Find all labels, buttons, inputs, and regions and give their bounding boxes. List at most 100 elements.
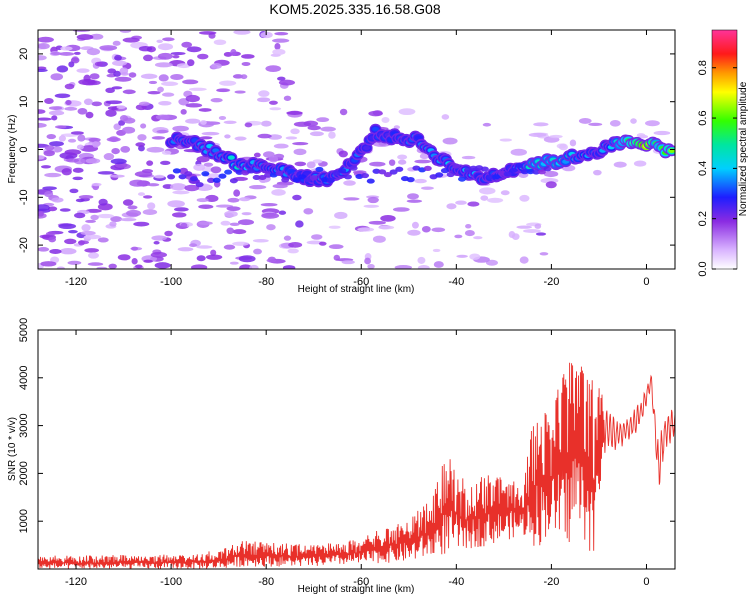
- spectrogram-cell: [90, 214, 99, 221]
- spectrogram-cell: [142, 209, 158, 215]
- y-tick-label: 2000: [18, 461, 30, 485]
- spectrogram-cell: [138, 101, 150, 106]
- spectrogram-cell: [292, 142, 309, 146]
- spectrogram-cell: [519, 194, 530, 202]
- spectrogram-cell: [198, 204, 214, 209]
- spectrogram-cell: [193, 163, 206, 171]
- spectrogram-cell: [266, 258, 277, 263]
- spectrogram-cell: [368, 110, 383, 117]
- y-tick-label: -20: [18, 237, 30, 253]
- spectrogram-cell: [397, 154, 408, 160]
- spectrogram-cell: [151, 136, 166, 140]
- spectrogram-cell: [38, 117, 52, 121]
- spectrogram-cell: [44, 97, 54, 104]
- spectrogram-cell: [306, 161, 316, 169]
- spectrogram-x-ticks: -120 -100 -80 -60 -40 -20 0: [65, 30, 650, 288]
- spectrogram-cell: [137, 192, 145, 196]
- spectrogram-cell: [285, 136, 298, 140]
- spectrogram-cell: [653, 130, 671, 136]
- spectrogram-y-ticks: -20 -10 0 10 20: [18, 48, 675, 253]
- spectrogram-cell: [85, 158, 101, 164]
- spectrogram-cell: [172, 168, 181, 174]
- colorbar-tick-label: 0.0: [697, 261, 709, 276]
- x-tick-label: -100: [160, 576, 182, 588]
- spectrogram-cell: [170, 51, 186, 56]
- spectrogram-cell: [227, 197, 240, 203]
- spectrogram-cell: [417, 256, 426, 264]
- spectrogram-cell: [253, 152, 261, 158]
- spectrogram-cell: [269, 107, 282, 111]
- spectrogram-cell: [189, 176, 198, 182]
- spectrogram-cell: [238, 197, 251, 202]
- spectrogram-cell: [127, 205, 138, 210]
- spectrogram-cell: [210, 62, 223, 69]
- spectrogram-cell: [411, 221, 419, 229]
- ridge-cell: [227, 155, 235, 160]
- spectrogram-cell: [380, 214, 396, 222]
- spectrogram-cell: [112, 60, 127, 66]
- spectrogram-cell: [213, 39, 227, 46]
- spectrogram-cell: [111, 147, 120, 155]
- spectrogram-cell: [97, 171, 115, 175]
- spectrogram-cell: [77, 108, 88, 115]
- snr-frame: [37, 329, 676, 570]
- spectrogram-cell: [167, 200, 185, 208]
- spectrogram-cell: [454, 234, 463, 239]
- spectrogram-cell: [446, 203, 457, 210]
- spectrogram-cell: [160, 160, 171, 166]
- spectrogram-cell: [545, 181, 557, 189]
- spectrogram-cell: [420, 186, 434, 190]
- spectrogram-cell: [188, 87, 207, 91]
- ridge-cell: [212, 148, 220, 153]
- spectrogram-cell: [92, 141, 100, 148]
- spectrogram-cell: [372, 235, 386, 243]
- spectrogram-cell: [150, 251, 168, 258]
- spectrogram-cell: [142, 54, 154, 62]
- spectrogram-cell: [455, 200, 467, 205]
- spectrogram-cell: [129, 179, 146, 187]
- spectrogram-cell: [48, 110, 65, 116]
- spectrogram-cell: [357, 227, 375, 232]
- spectrogram-cell: [156, 129, 169, 134]
- spectrogram-cell: [111, 86, 123, 90]
- spectrogram-cell: [465, 223, 472, 229]
- spectrogram-cell: [381, 117, 390, 124]
- spectrogram-cell: [309, 131, 324, 137]
- spectrogram-cell: [51, 197, 64, 203]
- spectrogram-cell: [272, 48, 286, 56]
- spectrogram-cell: [265, 65, 282, 73]
- spectrogram-cell: [85, 208, 102, 213]
- spectrogram-cell: [464, 230, 475, 237]
- spectrogram-cell: [68, 230, 78, 234]
- spectrogram-cell: [233, 30, 251, 35]
- spectrogram-cell: [234, 90, 246, 94]
- spectrogram-cell: [51, 115, 58, 121]
- spectrogram-cell: [388, 159, 396, 166]
- spectrogram-cell: [140, 73, 158, 79]
- spectrogram-cell: [70, 57, 80, 64]
- spectrogram-cell: [406, 177, 415, 183]
- spectrogram-cell: [109, 221, 117, 227]
- spectrogram-cell: [258, 90, 270, 97]
- spectrogram-cell: [138, 46, 153, 52]
- spectrogram-cell: [171, 212, 187, 218]
- spectrogram-cell: [196, 245, 213, 249]
- spectrogram-cell: [338, 168, 347, 174]
- spectrogram-cell: [83, 234, 102, 240]
- spectrogram-cell: [185, 103, 203, 108]
- spectrogram-cell: [534, 223, 542, 229]
- spectrogram-cell: [161, 81, 179, 87]
- spectrogram-cell: [146, 160, 154, 166]
- spectrogram-cell: [224, 210, 238, 218]
- spectrogram-cell: [630, 118, 637, 124]
- ridge-cell: [363, 145, 371, 151]
- spectrogram-marks: [38, 30, 675, 269]
- x-tick-label: -80: [258, 276, 274, 288]
- spectrogram-cell: [116, 105, 126, 110]
- spectrogram-cell: [240, 74, 248, 80]
- spectrogram-cell: [108, 263, 117, 269]
- spectrogram-cell: [161, 150, 172, 155]
- spectrogram-cell: [58, 223, 77, 230]
- colorbar-gradient: [711, 29, 738, 270]
- spectrogram-cell: [72, 176, 84, 181]
